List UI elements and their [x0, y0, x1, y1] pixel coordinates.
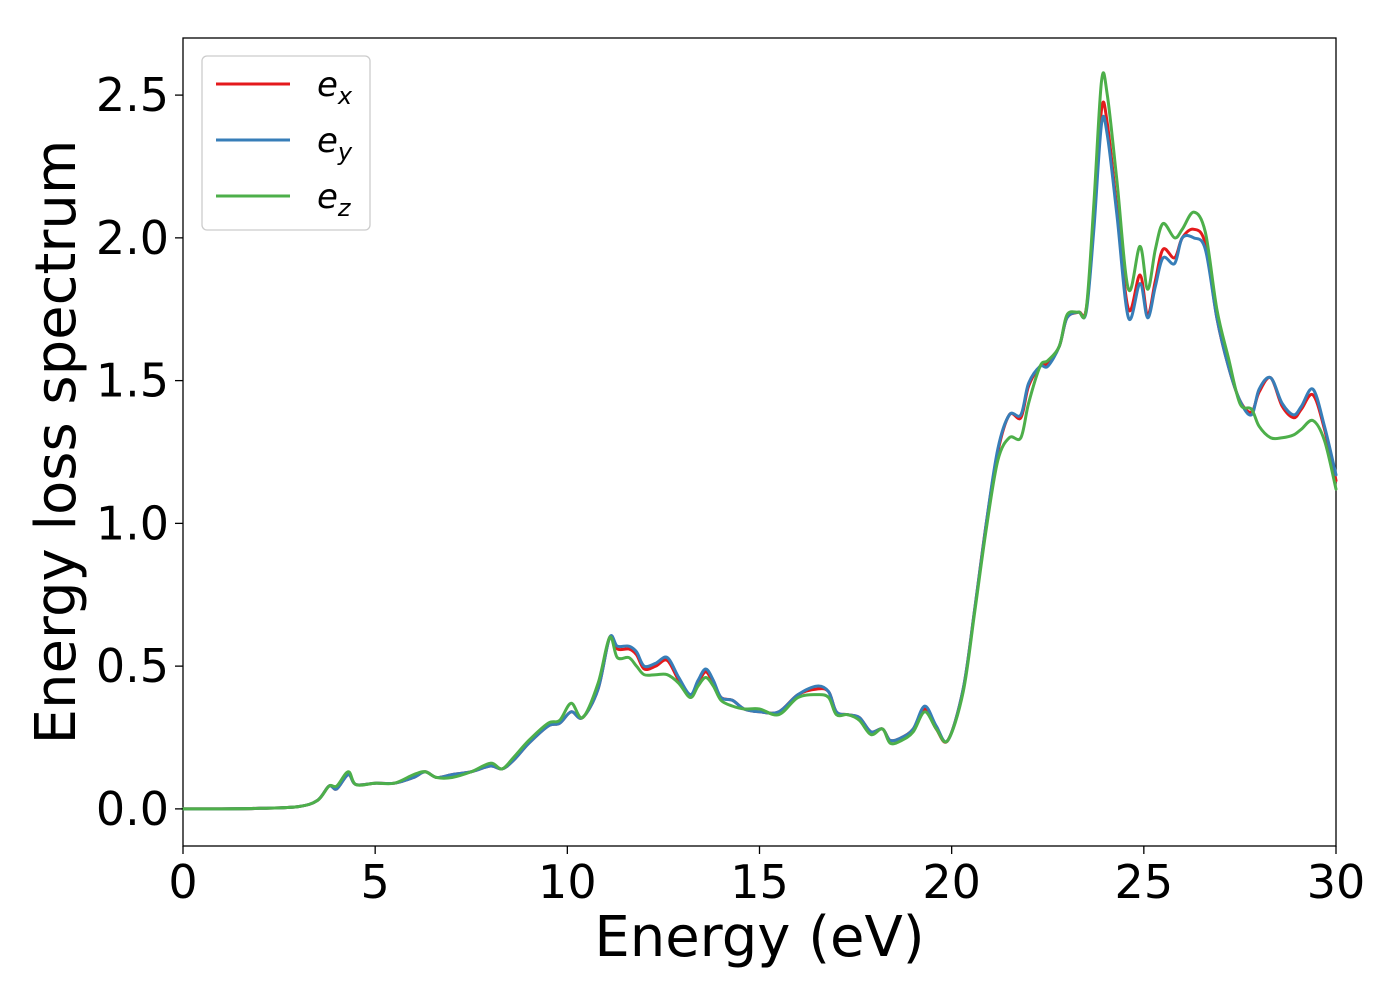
x-tick-label: 25 [1115, 855, 1174, 909]
y-axis-ticks: 0.0 0.5 1.0 1.5 2.0 2.5 [96, 68, 183, 836]
y-tick-label: 1.5 [96, 354, 169, 408]
series-line-ez [181, 71, 1338, 811]
plot-area [181, 37, 1338, 847]
x-tick-label: 15 [730, 855, 789, 909]
x-tick-label: 20 [922, 855, 981, 909]
legend-box [201, 55, 371, 231]
y-tick-label: 2.5 [96, 68, 169, 122]
x-axis-ticks: 0 5 10 15 20 25 30 [168, 846, 1365, 909]
y-tick-label: 1.0 [96, 496, 169, 550]
y-tick-label: 0.5 [96, 639, 169, 693]
legend-label-ex: ex [317, 65, 353, 110]
x-tick-label: 30 [1307, 855, 1366, 909]
x-tick-label: 5 [361, 855, 390, 909]
y-tick-label: 0.0 [96, 782, 169, 836]
y-axis-title: Energy loss spectrum [24, 140, 89, 745]
legend-label-ey: ey [317, 121, 353, 166]
legend: ex ey ez [201, 55, 371, 231]
series-line-ey [181, 114, 1338, 811]
series-lines [181, 71, 1338, 811]
legend-label-ez: ez [317, 177, 352, 222]
y-tick-label: 2.0 [96, 211, 169, 265]
x-tick-label: 10 [538, 855, 597, 909]
x-axis-title: Energy (eV) [594, 905, 924, 970]
x-tick-label: 0 [168, 855, 197, 909]
